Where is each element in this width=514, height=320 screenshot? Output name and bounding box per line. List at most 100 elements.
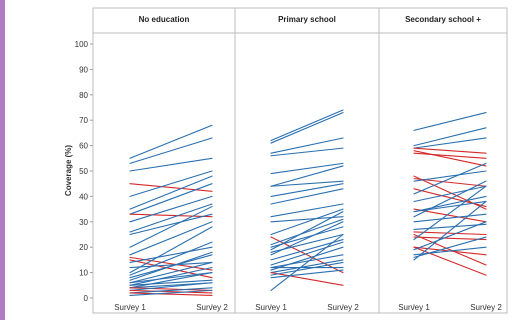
- y-tick-label: 0: [84, 294, 89, 303]
- series-line-increase: [270, 162, 344, 175]
- series-line-increase: [129, 226, 213, 274]
- series-line-increase: [270, 233, 344, 291]
- series-line-increase: [270, 259, 344, 274]
- y-tick-label: 40: [79, 192, 88, 201]
- series-line-increase: [413, 223, 487, 230]
- y-tick-label: 80: [79, 91, 88, 100]
- series-line-increase: [129, 246, 213, 263]
- series-line-increase: [413, 185, 487, 203]
- series-line-increase: [129, 170, 213, 197]
- x-tick-label: Survey 2: [196, 303, 228, 312]
- series-line-increase: [270, 112, 344, 144]
- x-tick-label: Survey 2: [470, 303, 502, 312]
- series-line-decrease: [129, 183, 213, 192]
- series-line-increase: [413, 137, 487, 149]
- series-line-increase: [413, 195, 487, 213]
- series-line-increase: [413, 162, 487, 195]
- series-line-decrease: [270, 272, 344, 286]
- series-line-increase: [413, 170, 487, 182]
- series-line-increase: [129, 175, 213, 210]
- series-line-increase: [270, 221, 344, 256]
- text-layer: 0 10 20 30 40 50 60 70 80 90 100 Coverage (%) No edu…: [64, 15, 502, 312]
- series-line-increase: [270, 211, 344, 251]
- series-line-increase: [270, 261, 344, 276]
- series-line-increase: [129, 241, 213, 276]
- series-line-increase: [129, 124, 213, 159]
- series-line-increase: [270, 239, 344, 261]
- line-layer: [129, 109, 487, 297]
- panel-title: No education: [139, 15, 190, 24]
- y-tick-label: 70: [79, 116, 88, 125]
- series-line-increase: [129, 272, 213, 289]
- series-line-increase: [129, 195, 213, 223]
- y-tick-label: 50: [79, 167, 88, 176]
- x-tick-label: Survey 1: [398, 303, 430, 312]
- series-line-increase: [129, 221, 213, 256]
- series-line-decrease: [413, 231, 487, 236]
- frame-layer: [92, 7, 508, 314]
- series-line-increase: [413, 127, 487, 147]
- series-line-increase: [129, 261, 213, 284]
- series-line-decrease: [129, 289, 213, 294]
- series-line-increase: [413, 112, 487, 131]
- series-line-increase: [270, 208, 344, 236]
- series-line-increase: [413, 180, 487, 218]
- panel-title: Primary school: [278, 15, 336, 24]
- series-line-increase: [270, 203, 344, 218]
- series-line-decrease: [413, 236, 487, 241]
- series-line-decrease: [413, 233, 487, 266]
- plot-frame: [92, 7, 508, 314]
- series-line-increase: [413, 221, 487, 251]
- y-tick-label: 60: [79, 142, 88, 151]
- series-line-increase: [129, 272, 213, 284]
- series-line-increase: [129, 266, 213, 286]
- series-line-increase: [129, 206, 213, 248]
- y-axis-title: Coverage (%): [64, 145, 73, 196]
- series-line-increase: [270, 147, 344, 157]
- series-line-increase: [129, 213, 213, 236]
- panel-title: Secondary school +: [405, 15, 481, 24]
- series-line-increase: [270, 109, 344, 142]
- y-tick-label: 30: [79, 218, 88, 227]
- series-line-increase: [129, 251, 213, 281]
- series-line-increase: [270, 218, 344, 246]
- y-tick-label: 90: [79, 65, 88, 74]
- series-line-decrease: [129, 292, 213, 297]
- series-line-decrease: [413, 147, 487, 154]
- x-tick-label: Survey 1: [114, 303, 146, 312]
- series-line-increase: [413, 236, 487, 258]
- series-line-decrease: [413, 150, 487, 167]
- series-line-increase: [129, 289, 213, 297]
- series-line-decrease: [413, 246, 487, 276]
- series-line-decrease: [129, 213, 213, 218]
- series-line-increase: [270, 246, 344, 271]
- series-line-increase: [270, 188, 344, 205]
- series-line-increase: [270, 183, 344, 197]
- series-line-increase: [129, 203, 213, 233]
- series-line-increase: [270, 241, 344, 266]
- series-line-increase: [413, 213, 487, 223]
- series-line-increase: [129, 287, 213, 294]
- y-tick-label: 10: [79, 269, 88, 278]
- series-line-increase: [129, 279, 213, 286]
- x-tick-label: Survey 2: [327, 303, 359, 312]
- series-line-increase: [129, 282, 213, 291]
- x-tick-label: Survey 1: [255, 303, 287, 312]
- y-tick-label: 20: [79, 243, 88, 252]
- series-line-increase: [270, 180, 344, 187]
- y-tick-label: 100: [75, 40, 89, 49]
- series-line-decrease: [129, 287, 213, 291]
- series-line-increase: [270, 269, 344, 279]
- series-line-increase: [413, 185, 487, 241]
- left-border: [0, 0, 5, 320]
- series-line-increase: [413, 200, 487, 213]
- series-line-decrease: [413, 152, 487, 159]
- series-line-increase: [129, 157, 213, 172]
- series-line-increase: [270, 165, 344, 187]
- series-line-increase: [270, 254, 344, 269]
- series-line-increase: [270, 137, 344, 154]
- series-line-increase: [129, 261, 213, 269]
- series-line-increase: [129, 137, 213, 164]
- series-line-increase: [413, 200, 487, 261]
